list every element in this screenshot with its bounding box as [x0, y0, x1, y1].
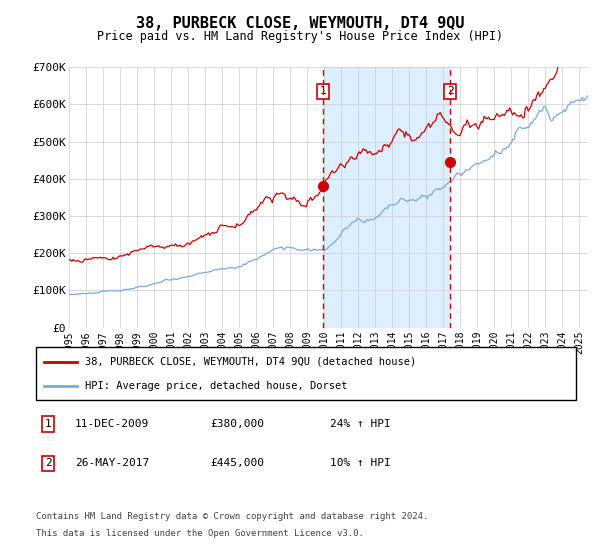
Bar: [323, 67, 450, 328]
Text: 2: 2: [44, 459, 52, 468]
Text: HPI: Average price, detached house, Dorset: HPI: Average price, detached house, Dors…: [85, 381, 347, 391]
Text: 1: 1: [320, 86, 326, 96]
Text: Price paid vs. HM Land Registry's House Price Index (HPI): Price paid vs. HM Land Registry's House …: [97, 30, 503, 43]
Text: This data is licensed under the Open Government Licence v3.0.: This data is licensed under the Open Gov…: [36, 529, 364, 538]
Text: 1: 1: [44, 419, 52, 429]
Text: 38, PURBECK CLOSE, WEYMOUTH, DT4 9QU: 38, PURBECK CLOSE, WEYMOUTH, DT4 9QU: [136, 16, 464, 31]
Text: 10% ↑ HPI: 10% ↑ HPI: [330, 459, 391, 468]
FancyBboxPatch shape: [36, 347, 576, 400]
Text: £445,000: £445,000: [210, 459, 264, 468]
Text: £380,000: £380,000: [210, 419, 264, 429]
Text: 24% ↑ HPI: 24% ↑ HPI: [330, 419, 391, 429]
Text: 38, PURBECK CLOSE, WEYMOUTH, DT4 9QU (detached house): 38, PURBECK CLOSE, WEYMOUTH, DT4 9QU (de…: [85, 357, 416, 367]
Text: Contains HM Land Registry data © Crown copyright and database right 2024.: Contains HM Land Registry data © Crown c…: [36, 512, 428, 521]
Text: 26-MAY-2017: 26-MAY-2017: [75, 459, 149, 468]
Text: 11-DEC-2009: 11-DEC-2009: [75, 419, 149, 429]
Text: 2: 2: [447, 86, 454, 96]
